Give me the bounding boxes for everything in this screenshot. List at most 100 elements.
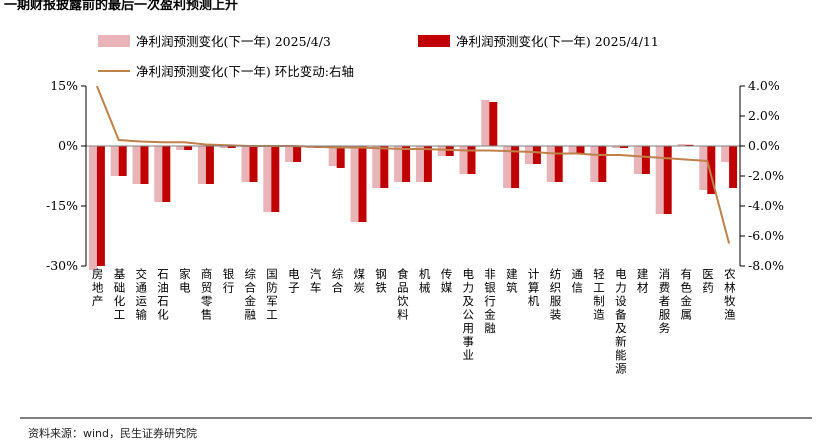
bar-series-2-12 [358,146,367,222]
category-label-12: 煤炭 [354,267,366,295]
bar-series-1-14 [394,146,403,182]
bar-series-2-28 [707,146,716,194]
bar-series-2-16 [445,146,454,156]
y-right-tick-label-1: -6.0% [748,228,784,243]
legend-swatch-series-2 [418,35,450,47]
y-left-tick-label-1: -15% [46,198,78,213]
line-series-3 [95,85,731,244]
category-label-22: 通信 [572,267,584,295]
bar-series-1-9 [285,146,294,162]
category-label-24: 电力设备及新能源 [615,267,627,376]
legend-label-series-1: 净利润预测变化(下一年) 2025/4/3 [136,34,331,49]
category-label-16: 传媒 [441,267,453,295]
bar-series-1-7 [241,146,250,182]
y-left-tick-label-0: -30% [46,258,78,273]
category-label-9: 电子 [288,267,300,295]
y-right-tick-label-4: 0.0% [748,138,780,153]
bar-series-1-17 [459,146,468,174]
bar-series-1-8 [263,146,272,212]
bar-series-2-17 [467,146,476,174]
legend: 净利润预测变化(下一年) 2025/4/3 净利润预测变化(下一年) 2025/… [98,34,659,79]
bar-series-1-23 [590,146,599,182]
bar-series-2-15 [423,146,432,182]
category-label-11: 综合 [332,267,344,295]
bar-series-1-21 [546,146,555,182]
bar-series-1-27 [677,144,686,146]
category-label-3: 石油石化 [157,267,169,322]
bar-series-1-24 [612,146,621,148]
y-left-tick-label-2: 0% [58,138,78,153]
category-label-23: 轻工制造 [593,267,605,322]
y-right-tick-label-0: -8.0% [748,258,784,273]
bar-series-2-21 [554,146,563,182]
bar-series-1-2 [132,146,141,184]
bar-series-2-22 [576,146,585,154]
legend-swatch-series-1 [98,35,130,47]
legend-label-series-2: 净利润预测变化(下一年) 2025/4/11 [456,34,659,49]
bar-series-1-6 [219,146,228,148]
category-label-25: 建材 [637,267,649,295]
category-labels: 房地产基础化工交通运输石油石化家电商贸零售银行综合金融国防军工电子汽车综合煤炭钢… [92,267,736,376]
bar-series-1-28 [699,146,708,190]
bar-series-2-27 [685,144,694,146]
category-label-28: 医药 [702,267,714,295]
bar-series-1-0 [88,146,97,270]
category-label-21: 纺织服装 [550,267,562,322]
bar-series-1-13 [372,146,381,188]
bar-series-2-24 [620,146,629,148]
bar-series-1-5 [197,146,206,184]
category-label-4: 家电 [179,267,191,295]
plot-area [88,85,738,270]
y-right-tick-label-3: -2.0% [748,168,784,183]
category-label-10: 汽车 [310,267,322,295]
bar-series-1-4 [176,146,185,150]
category-label-29: 农林牧渔 [724,267,736,322]
legend-label-series-3: 净利润预测变化(下一年) 环比变动:右轴 [136,64,354,79]
bar-series-2-25 [641,146,650,174]
bar-series-1-12 [350,146,359,222]
bar-series-2-13 [380,146,389,188]
category-label-0: 房地产 [92,267,104,308]
bar-series-1-11 [328,146,337,166]
category-label-20: 计算机 [528,267,540,308]
bar-series-1-15 [415,146,424,182]
bar-series-2-7 [249,146,258,182]
y-right-tick-label-2: -4.0% [748,198,784,213]
y-right-tick-label-6: 4.0% [748,78,780,93]
bar-series-2-2 [140,146,149,184]
page-title: 一期财报披露前的最后一次盈利预测上升 [4,0,239,12]
bar-series-2-1 [118,146,127,176]
y-right-tick-label-5: 2.0% [748,108,780,123]
category-label-17: 电力及公用事业 [463,267,475,362]
category-label-1: 基础化工 [114,267,126,322]
bar-series-2-11 [336,146,345,168]
bar-series-1-16 [437,146,446,156]
y-left-tick-label-3: 15% [50,78,78,93]
bar-series-1-25 [633,146,642,174]
category-label-15: 机械 [419,267,431,295]
bar-series-2-14 [402,146,411,182]
category-label-6: 银行 [223,267,235,295]
category-label-7: 综合金融 [245,267,257,322]
bar-series-1-20 [524,146,533,164]
category-label-5: 商贸零售 [201,267,213,322]
bar-series-2-0 [96,146,105,266]
category-label-26: 消费者服务 [659,267,671,335]
bar-series-2-19 [511,146,520,188]
category-label-2: 交通运输 [136,267,148,322]
category-label-27: 有色金属 [681,267,693,322]
bar-series-2-29 [729,146,738,188]
axes: -30% -15% 0% 15% -8.0% -6.0% -4.0% -2.0% 0.0% 2.0… [46,78,784,273]
bar-series-2-26 [663,146,672,214]
bar-series-1-3 [154,146,163,202]
source-note: 资料来源：wind，民生证券研究院 [28,427,198,440]
bar-series-1-1 [110,146,119,176]
bar-series-2-23 [598,146,607,182]
category-label-18: 非银行金融 [484,267,496,335]
bar-series-2-3 [162,146,171,202]
bar-series-2-6 [227,146,236,148]
bar-series-2-5 [205,146,214,184]
category-label-13: 钢铁 [375,267,387,295]
bar-series-1-18 [481,100,490,146]
